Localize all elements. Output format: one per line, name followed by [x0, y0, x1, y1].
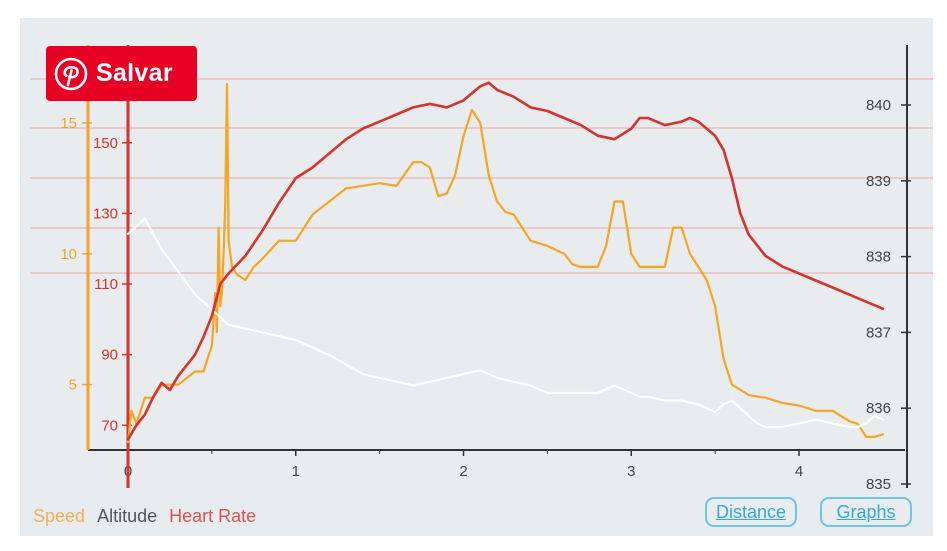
altitude-tick-label: 840	[866, 97, 891, 114]
legend-speed: Speed	[33, 506, 86, 526]
heart-rate-tick-label: 90	[101, 347, 118, 364]
altitude-tick-label: 838	[866, 249, 891, 266]
altitude-tick-label: 837	[866, 324, 891, 341]
altitude-line	[126, 217, 885, 429]
speed-tick-label: 15	[60, 115, 77, 132]
chart-legend: Speed Altitude Heart Rate	[33, 506, 256, 527]
pinterest-save-button[interactable]: Salvar	[46, 46, 197, 101]
legend-heart-rate: Heart Rate	[169, 506, 257, 526]
heart-rate-tick-label: 150	[93, 135, 118, 152]
x-tick-label: 1	[292, 463, 300, 480]
altitude-tick-label: 839	[866, 173, 891, 190]
x-tick-label: 3	[627, 463, 635, 480]
speed-line	[126, 82, 885, 444]
x-tick-label: 4	[795, 463, 803, 480]
graphs-button[interactable]: Graphs	[820, 497, 912, 527]
heart-rate-tick-label: 110	[94, 276, 118, 293]
speed-tick-label: 5	[69, 377, 77, 394]
distance-button[interactable]: Distance	[705, 497, 797, 527]
heart-rate-line	[126, 81, 885, 441]
legend-altitude: Altitude	[97, 506, 158, 526]
speed-tick-label: 10	[60, 246, 77, 263]
x-tick-label: 2	[459, 463, 467, 480]
pinterest-icon	[54, 57, 88, 90]
pinterest-save-label: Salvar	[96, 59, 173, 87]
altitude-tick-label: 836	[866, 400, 891, 417]
heart-rate-tick-label: 70	[101, 417, 118, 434]
heart-rate-tick-label: 130	[93, 205, 118, 222]
altitude-tick-label: 835	[866, 476, 891, 493]
